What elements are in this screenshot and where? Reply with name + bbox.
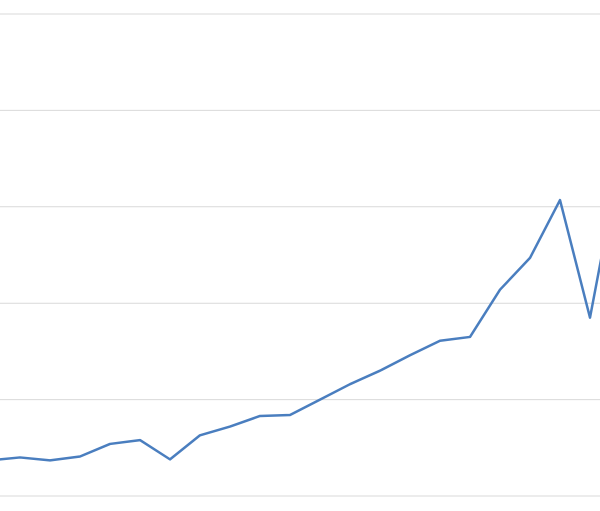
data-line [0, 198, 600, 462]
